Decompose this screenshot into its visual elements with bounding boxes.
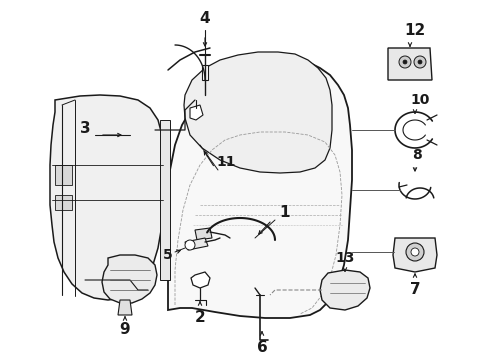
Circle shape (406, 243, 424, 261)
Circle shape (411, 248, 419, 256)
Text: 6: 6 (257, 339, 268, 355)
Text: 2: 2 (195, 310, 205, 325)
Text: 1: 1 (280, 204, 290, 220)
Text: 12: 12 (404, 23, 426, 37)
Polygon shape (320, 270, 370, 310)
Polygon shape (195, 228, 212, 240)
Polygon shape (102, 255, 157, 303)
Polygon shape (185, 238, 208, 250)
Polygon shape (202, 65, 208, 80)
Circle shape (414, 56, 426, 68)
Polygon shape (184, 52, 332, 173)
Circle shape (185, 240, 195, 250)
Text: 3: 3 (80, 121, 90, 135)
Polygon shape (55, 165, 72, 185)
Text: 11: 11 (216, 155, 236, 169)
Text: 9: 9 (120, 323, 130, 338)
Text: 13: 13 (335, 251, 355, 265)
Polygon shape (190, 105, 203, 120)
Text: 10: 10 (410, 93, 430, 107)
Polygon shape (191, 272, 210, 288)
Text: 5: 5 (163, 248, 173, 262)
Polygon shape (118, 300, 132, 315)
Circle shape (403, 60, 407, 64)
Polygon shape (55, 195, 72, 210)
Polygon shape (50, 95, 163, 300)
Polygon shape (388, 48, 432, 80)
Text: 4: 4 (200, 10, 210, 26)
Text: 8: 8 (412, 148, 422, 162)
Circle shape (418, 60, 422, 64)
Polygon shape (168, 57, 352, 318)
Polygon shape (393, 238, 437, 272)
Polygon shape (160, 120, 170, 280)
Circle shape (399, 56, 411, 68)
Text: 7: 7 (410, 283, 420, 297)
